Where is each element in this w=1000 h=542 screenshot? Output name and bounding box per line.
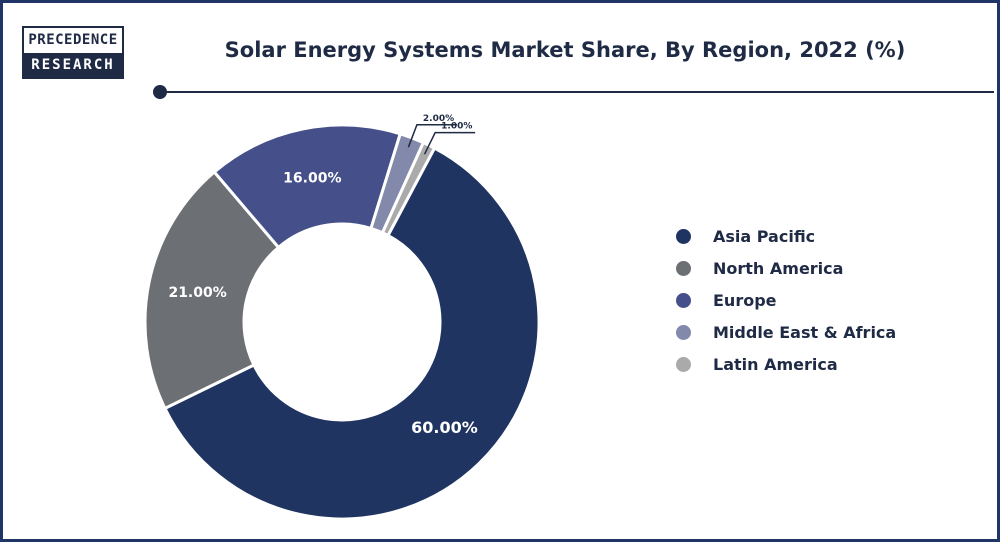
legend-item-north-america: North America — [676, 252, 986, 284]
legend-item-latin-america: Latin America — [676, 348, 986, 380]
legend-marker-middle-east-africa — [676, 324, 691, 340]
data-label-europe: 16.00% — [283, 171, 341, 187]
slice-asia-pacific — [162, 146, 541, 521]
data-label-latin-america: 1.00% — [441, 122, 472, 132]
legend-label: Latin America — [713, 354, 838, 374]
legend-marker-latin-america — [676, 356, 691, 372]
leader-line-middle-east-africa — [407, 124, 457, 148]
logo-line-2: RESEARCH — [24, 53, 122, 77]
logo-line-1: PRECEDENCE — [24, 28, 122, 53]
legend-label: Europe — [713, 290, 777, 310]
legend-item-middle-east-africa: Middle East & Africa — [676, 316, 986, 348]
chart-legend: Asia Pacific North America Europe Middle… — [676, 220, 986, 380]
chart-title: Solar Energy Systems Market Share, By Re… — [224, 38, 906, 62]
title-rule-line — [165, 91, 994, 93]
slice-north-america — [143, 169, 281, 411]
legend-marker-europe — [676, 292, 691, 308]
title-rule-dot — [153, 85, 167, 99]
leader-line-latin-america — [423, 131, 476, 155]
data-label-north-america: 21.00% — [168, 285, 226, 301]
brand-logo: PRECEDENCE RESEARCH — [22, 26, 124, 79]
legend-item-europe: Europe — [676, 284, 986, 316]
legend-label: Middle East & Africa — [713, 322, 897, 342]
data-label-middle-east-africa: 2.00% — [423, 114, 454, 124]
slice-europe — [212, 123, 403, 250]
slice-latin-america — [380, 140, 437, 238]
legend-item-asia-pacific: Asia Pacific — [676, 220, 986, 252]
legend-marker-north-america — [676, 260, 691, 276]
legend-marker-asia-pacific — [676, 228, 691, 244]
legend-label: North America — [713, 258, 844, 278]
legend-label: Asia Pacific — [713, 226, 816, 246]
data-label-asia-pacific: 60.00% — [411, 418, 478, 437]
